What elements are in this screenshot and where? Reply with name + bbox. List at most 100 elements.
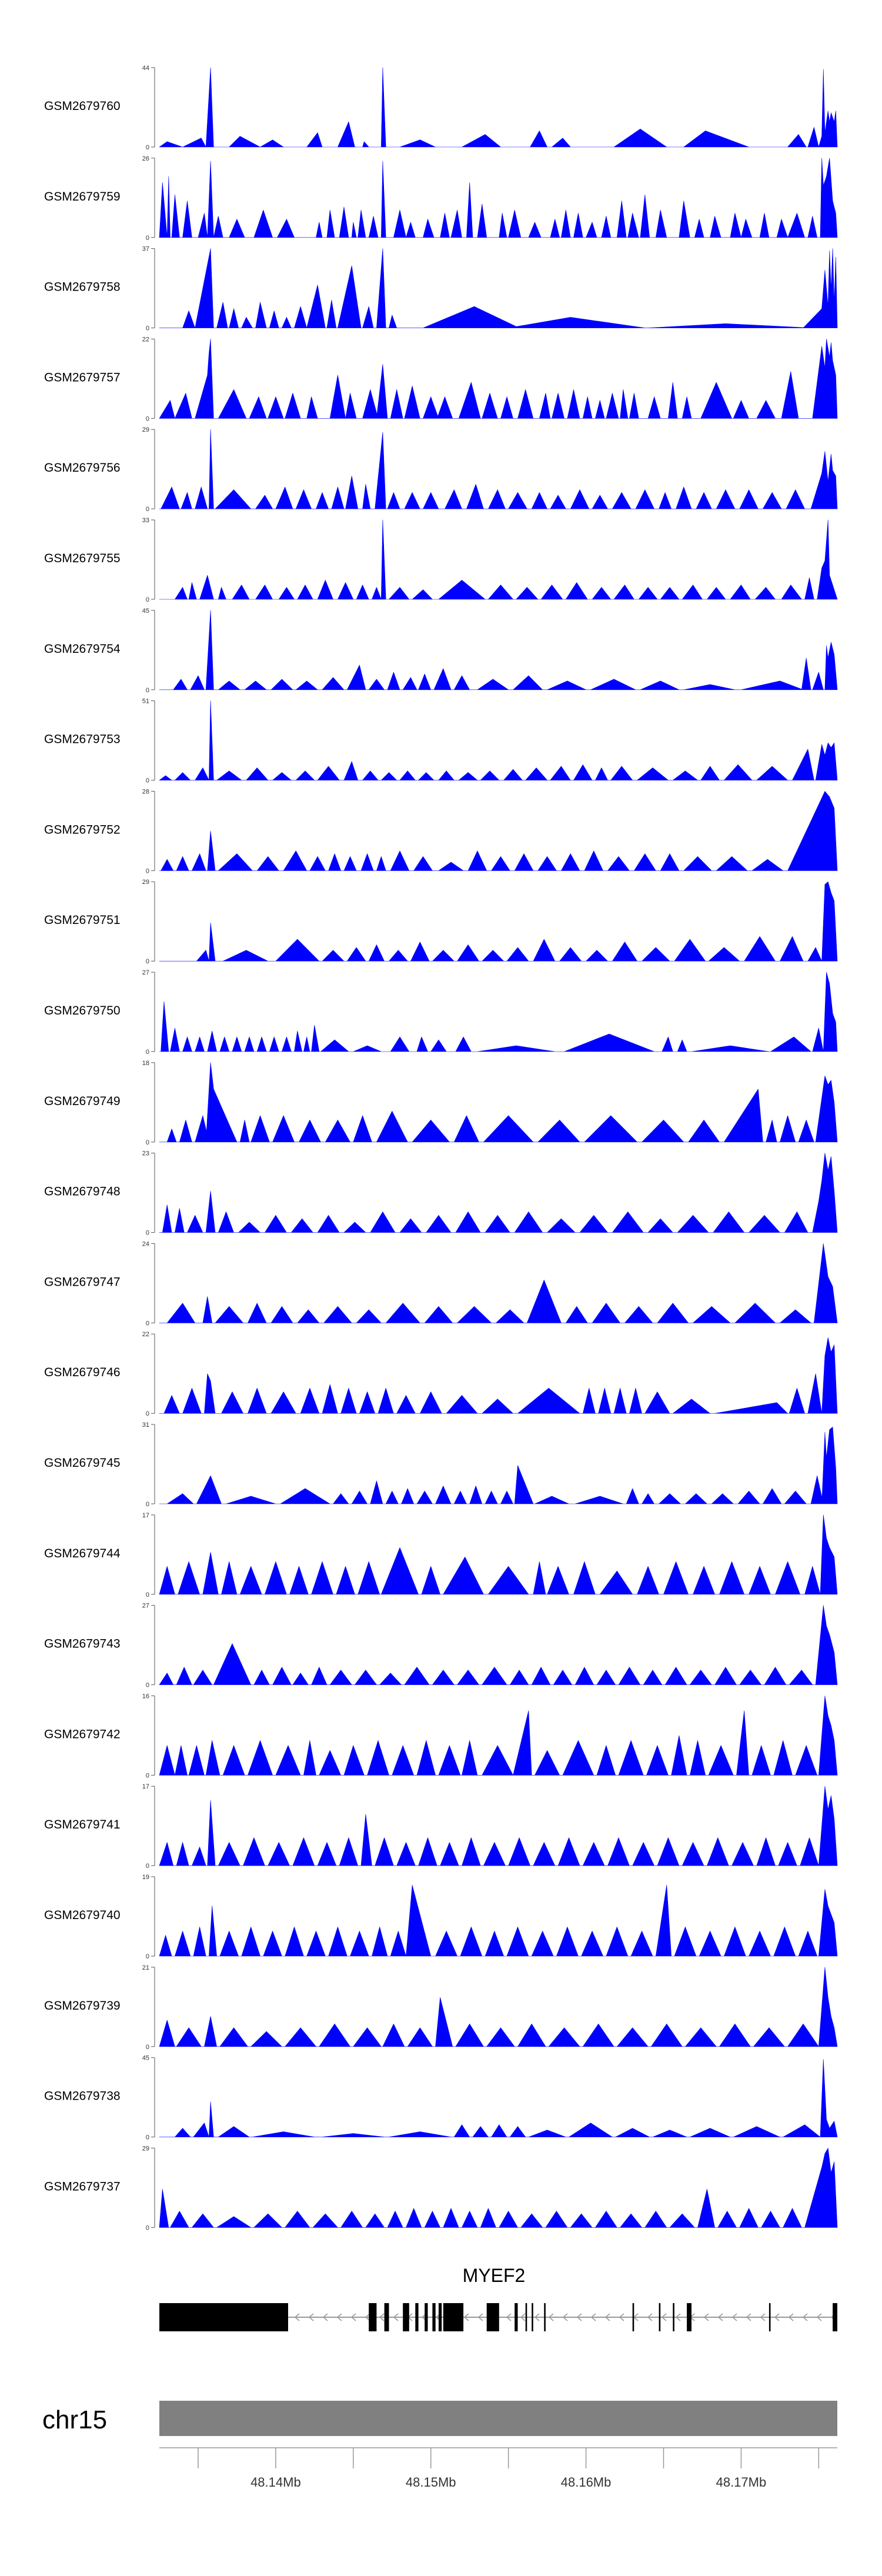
coverage-track: GSM2679740 19 0 — [44, 1874, 838, 1960]
strand-arrow — [534, 2313, 540, 2321]
coverage-tracks: GSM2679760440GSM2679759260GSM2679758370G… — [44, 65, 838, 2231]
gene-exon — [438, 2303, 442, 2331]
coverage-track: GSM2679753 51 0 — [44, 698, 838, 785]
coverage-area — [159, 2148, 838, 2228]
sample-label: GSM2679740 — [44, 1908, 121, 1922]
sample-label: GSM2679739 — [44, 1999, 121, 2013]
coverage-area — [159, 519, 838, 600]
y-min-label: 0 — [146, 1772, 149, 1779]
coverage-area — [159, 158, 838, 238]
strand-arrow — [717, 2313, 723, 2321]
strand-arrow — [477, 2313, 483, 2321]
strand-arrow — [322, 2313, 328, 2321]
y-max-label: 22 — [142, 336, 149, 343]
strand-arrow — [463, 2313, 469, 2321]
strand-arrow — [576, 2313, 582, 2321]
coverage-area — [159, 1884, 838, 1957]
coverage-area — [159, 1062, 838, 1143]
y-min-label: 0 — [146, 2044, 149, 2051]
gene-exon — [514, 2303, 518, 2331]
strand-arrow — [590, 2313, 596, 2321]
y-max-label: 29 — [142, 426, 149, 433]
coverage-area — [159, 791, 838, 871]
gene-exon — [769, 2303, 771, 2331]
y-max-label: 33 — [142, 517, 149, 524]
sample-label: GSM2679760 — [44, 99, 121, 113]
y-max-label: 37 — [142, 246, 149, 253]
coverage-track: GSM2679743 27 0 — [44, 1603, 838, 1689]
gene-exon — [532, 2303, 533, 2331]
y-min-label: 0 — [146, 1139, 149, 1146]
y-min-label: 0 — [146, 325, 149, 332]
strand-arrow — [816, 2313, 822, 2321]
coverage-track: GSM2679739 21 0 — [44, 1964, 838, 2051]
strand-arrow — [731, 2313, 737, 2321]
y-min-label: 0 — [146, 1591, 149, 1599]
coverage-area — [159, 1786, 838, 1866]
coverage-area — [159, 972, 838, 1052]
y-max-label: 21 — [142, 1964, 149, 1971]
strand-arrow — [548, 2313, 554, 2321]
coverage-track: GSM2679759 26 0 — [44, 155, 838, 242]
y-min-label: 0 — [146, 235, 149, 242]
y-min-label: 0 — [146, 1863, 149, 1870]
sample-label: GSM2679757 — [44, 371, 121, 384]
gene-exon — [833, 2303, 837, 2331]
coverage-track: GSM2679742 16 0 — [44, 1693, 838, 1779]
y-min-label: 0 — [146, 958, 149, 965]
y-max-label: 27 — [142, 1603, 149, 1610]
chromosome-bar — [159, 2401, 837, 2436]
sample-label: GSM2679737 — [44, 2180, 121, 2193]
coverage-area — [159, 1605, 838, 1685]
y-min-label: 0 — [146, 867, 149, 875]
gene-exon — [415, 2303, 419, 2331]
gene-exon — [632, 2303, 634, 2331]
coverage-area — [159, 1514, 838, 1595]
coverage-area — [159, 1967, 838, 2047]
coverage-area — [159, 881, 838, 962]
sample-label: GSM2679742 — [44, 1727, 121, 1741]
gene-exon — [525, 2303, 527, 2331]
coverage-area — [159, 1696, 838, 1776]
coverage-track: GSM2679757 22 0 — [44, 336, 838, 422]
coverage-area — [159, 1337, 838, 1414]
gene-exon — [425, 2303, 428, 2331]
y-max-label: 26 — [142, 155, 149, 162]
axis-tick-label: 48.15Mb — [406, 2475, 456, 2490]
axis-tick-label: 48.16Mb — [561, 2475, 612, 2490]
strand-arrow — [562, 2313, 568, 2321]
coverage-track: GSM2679745 31 0 — [44, 1422, 838, 1508]
coverage-track: GSM2679755 33 0 — [44, 517, 838, 603]
strand-arrow — [647, 2313, 653, 2321]
sample-label: GSM2679738 — [44, 2090, 121, 2103]
coverage-area — [159, 2059, 838, 2137]
sample-label: GSM2679745 — [44, 1456, 121, 1470]
y-min-label: 0 — [146, 506, 149, 513]
gene-exon — [544, 2303, 546, 2331]
coverage-area — [159, 429, 838, 509]
y-min-label: 0 — [146, 1410, 149, 1417]
strand-arrow — [661, 2313, 667, 2321]
y-max-label: 28 — [142, 788, 149, 795]
gene-exon — [673, 2303, 674, 2331]
strand-arrow — [675, 2313, 681, 2321]
y-min-label: 0 — [146, 1953, 149, 1960]
y-min-label: 0 — [146, 1049, 149, 1056]
gene-exon — [443, 2303, 464, 2331]
y-min-label: 0 — [146, 1501, 149, 1508]
strand-arrow — [774, 2313, 780, 2321]
coverage-track: GSM2679737 29 0 — [44, 2145, 838, 2231]
y-max-label: 17 — [142, 1783, 149, 1790]
strand-arrow — [802, 2313, 808, 2321]
sample-label: GSM2679754 — [44, 642, 121, 656]
coverage-area — [159, 339, 838, 419]
gene-exon — [159, 2303, 288, 2331]
y-max-label: 19 — [142, 1874, 149, 1881]
sample-label: GSM2679755 — [44, 552, 121, 565]
coverage-area — [159, 700, 838, 780]
coverage-track: GSM2679744 17 0 — [44, 1512, 838, 1599]
axis-tick-label: 48.17Mb — [716, 2475, 767, 2490]
strand-arrow — [703, 2313, 709, 2321]
gene-exon — [486, 2303, 499, 2331]
y-min-label: 0 — [146, 2224, 149, 2231]
